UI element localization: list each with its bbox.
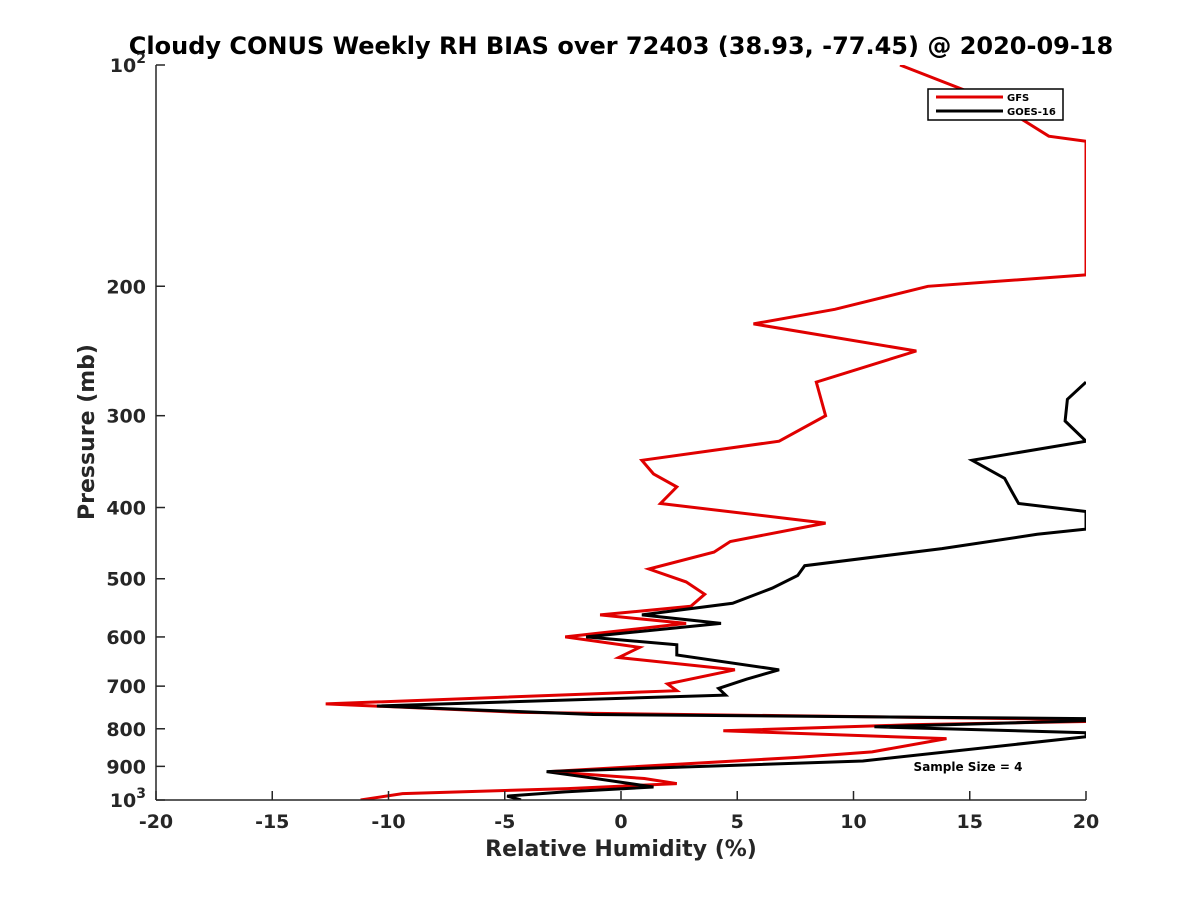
x-tick-label: 5: [731, 811, 744, 833]
x-axis-label: Relative Humidity (%): [485, 837, 757, 862]
y-tick-label: 300: [106, 406, 146, 428]
series-line-goes-16: [376, 380, 1086, 800]
x-tick-label: -15: [255, 811, 289, 833]
x-tick-label: 10: [840, 811, 866, 833]
y-tick-label: 600: [106, 627, 146, 649]
y-axis-ticks: 102 200 300 400 500 600 700 800 900 103: [106, 51, 165, 812]
series-lines: [325, 65, 1086, 800]
legend-box: [927, 88, 1064, 121]
series-line-gfs: [325, 65, 1086, 800]
y-tick-label: 103: [110, 786, 146, 812]
x-tick-label: -10: [371, 811, 405, 833]
y-tick-label: 400: [106, 498, 146, 520]
y-tick-label: 200: [106, 276, 146, 298]
legend-label-goes-16: GOES-16: [1007, 107, 1056, 118]
sample-size-annotation: Sample Size = 4: [914, 760, 1023, 774]
plot-area: -20 -15 -10 -5 0 5 10 15 20 102 200 300 400 500 600 70…: [106, 51, 1099, 833]
y-tick-label: 800: [106, 719, 146, 741]
x-tick-label: 15: [957, 811, 983, 833]
x-axis-ticks: -20 -15 -10 -5 0 5 10 15 20: [139, 791, 1099, 833]
chart-title: Cloudy CONUS Weekly RH BIAS over 72403 (…: [129, 32, 1113, 60]
y-tick-label: 500: [106, 569, 146, 591]
y-axis-label: Pressure (mb): [75, 344, 100, 520]
x-tick-label: -20: [139, 811, 173, 833]
legend: GFS GOES-16: [927, 88, 1064, 121]
x-tick-label: -5: [494, 811, 515, 833]
x-tick-label: 0: [614, 811, 627, 833]
y-tick-label: 102: [110, 51, 146, 77]
y-tick-label: 900: [106, 756, 146, 778]
x-tick-label: 20: [1073, 811, 1099, 833]
legend-label-gfs: GFS: [1007, 93, 1029, 104]
y-tick-label: 700: [106, 676, 146, 698]
